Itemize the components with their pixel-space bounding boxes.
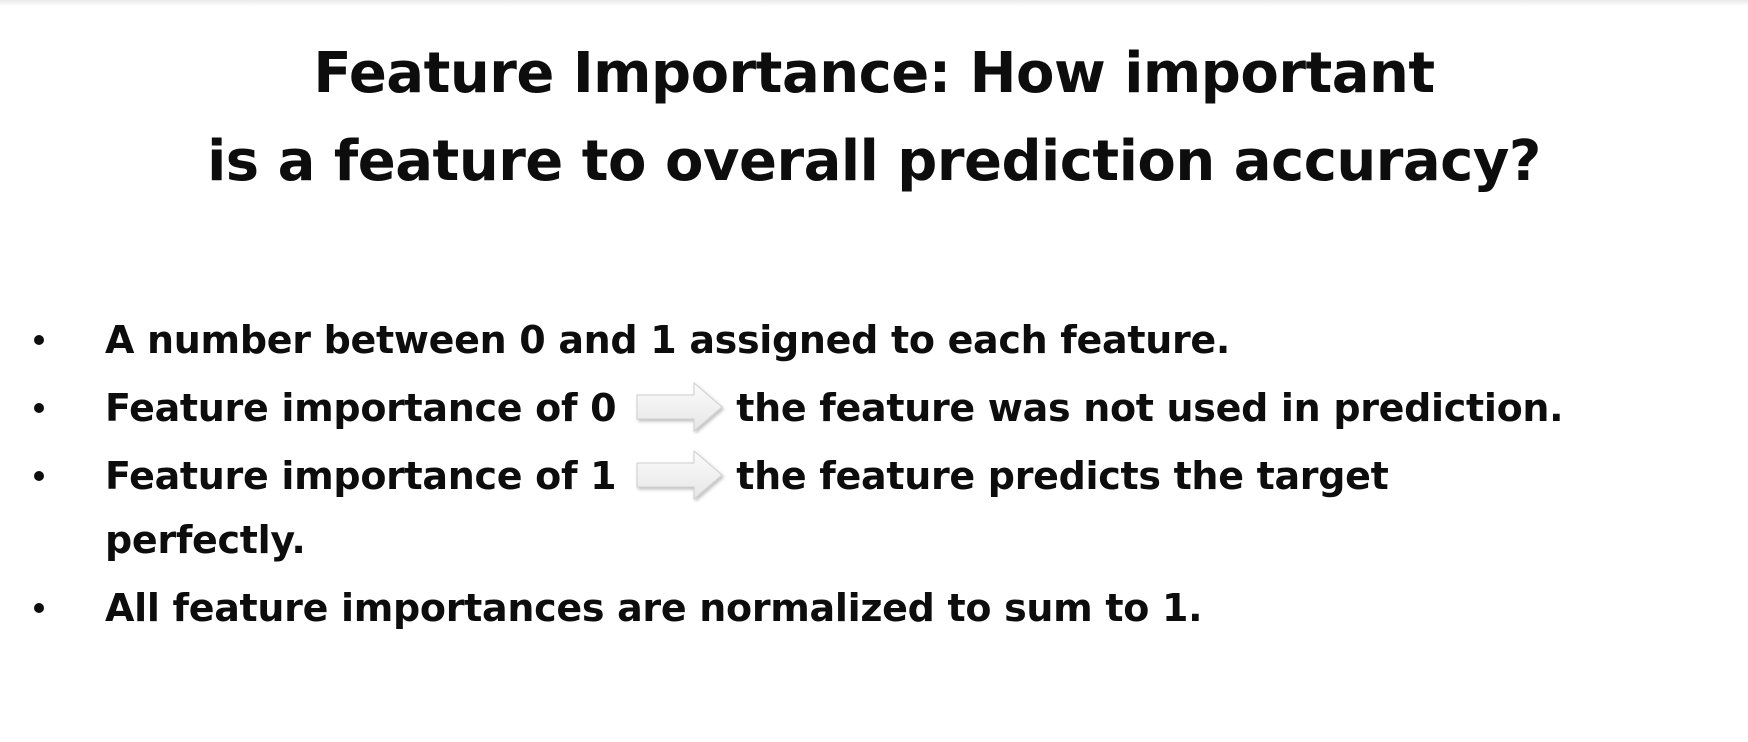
bullet-dot-icon [34, 471, 44, 481]
bullet-item-3: Feature importance of 1 the feature pred… [0, 442, 1748, 574]
right-arrow-icon [636, 381, 724, 432]
bullet-dot-icon [34, 403, 44, 413]
bullet-dot-icon [34, 335, 44, 345]
bullet-item-4: All feature importances are normalized t… [0, 574, 1748, 642]
bullet-item-2: Feature importance of 0 the feature was … [0, 374, 1748, 442]
bullet-item-1: A number between 0 and 1 assigned to eac… [0, 306, 1748, 374]
bullet-text: A number between 0 and 1 assigned to eac… [105, 318, 1231, 362]
title-line-2: is a feature to overall prediction accur… [207, 129, 1541, 194]
right-arrow-icon [636, 449, 724, 500]
top-edge-shadow [0, 0, 1748, 6]
bullet-text: All feature importances are normalized t… [105, 586, 1203, 630]
title-line-1: Feature Importance: How important [313, 41, 1435, 106]
bullet-tail-text: the feature was not used in prediction. [736, 386, 1564, 430]
bullet-tail-text: the feature predicts the target [736, 454, 1389, 498]
bullet-lead-text: Feature importance of 0 [105, 386, 617, 430]
bullet-continuation-text: perfectly. [105, 518, 306, 562]
bullet-dot-icon [34, 603, 44, 613]
slide-title: Feature Importance: How important is a f… [0, 30, 1748, 206]
bullet-lead-text: Feature importance of 1 [105, 454, 617, 498]
bullet-list: A number between 0 and 1 assigned to eac… [0, 306, 1748, 642]
